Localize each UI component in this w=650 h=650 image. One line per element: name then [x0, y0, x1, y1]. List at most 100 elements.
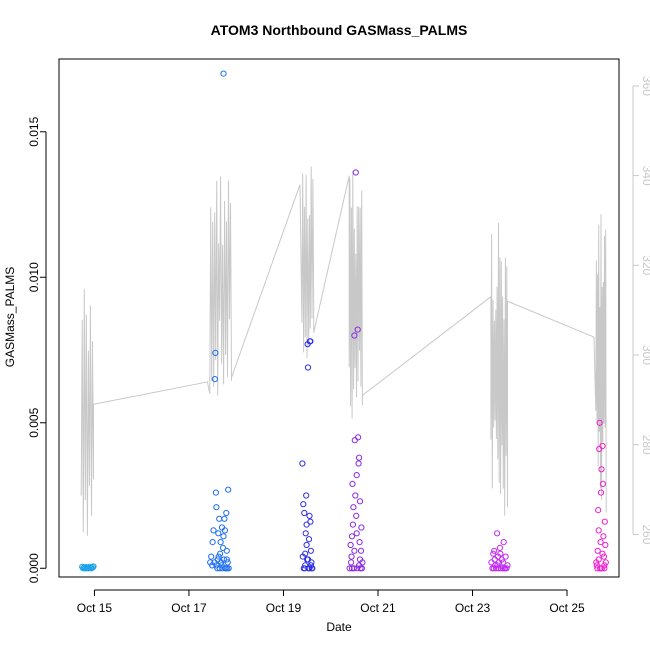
data-point: [215, 553, 222, 560]
data-point: [302, 530, 309, 537]
data-point: [300, 501, 307, 508]
data-point: [596, 419, 603, 426]
data-point: [354, 326, 361, 333]
data-point: [307, 562, 314, 569]
data-point: [351, 547, 358, 554]
series-flight-2: [207, 70, 232, 572]
data-point: [495, 565, 502, 572]
data-point: [215, 530, 222, 537]
data-point: [600, 553, 608, 560]
data-point: [209, 539, 216, 546]
data-point: [597, 539, 604, 546]
data-point: [211, 376, 218, 383]
y-tick-label: 0.005: [27, 407, 41, 437]
data-point: [351, 332, 358, 339]
y-tick-label: 0.015: [27, 116, 41, 146]
data-point: [358, 524, 365, 531]
data-point: [220, 70, 227, 77]
data-point: [217, 550, 224, 557]
x-axis-label: Date: [326, 620, 352, 634]
data-point: [593, 562, 600, 569]
data-point: [601, 562, 608, 569]
data-point: [348, 533, 356, 540]
data-point: [348, 553, 355, 560]
right-tick-label: 320: [640, 255, 650, 275]
data-point: [594, 547, 601, 554]
data-point: [299, 460, 306, 467]
data-point: [599, 480, 607, 487]
data-point: [307, 518, 314, 525]
data-point: [356, 562, 363, 569]
data-point: [220, 556, 227, 563]
background-series-line: [80, 166, 607, 536]
data-point: [356, 498, 364, 505]
data-point: [494, 562, 501, 569]
right-tick-label: 260: [640, 524, 650, 544]
data-point: [210, 527, 217, 534]
series-flight-3: [299, 338, 316, 572]
data-point: [595, 556, 602, 563]
data-point: [223, 556, 230, 563]
data-point: [594, 565, 601, 572]
data-point: [305, 536, 313, 543]
data-point: [212, 349, 219, 356]
data-point: [491, 556, 498, 563]
series-flight-6: [593, 419, 609, 572]
data-point: [306, 565, 313, 572]
data-point: [350, 565, 357, 572]
data-point: [347, 541, 354, 549]
x-tick-label: Oct 19: [266, 601, 302, 615]
right-tick-label: 360: [640, 76, 650, 96]
data-point: [218, 562, 225, 569]
data-point: [224, 559, 231, 566]
right-tick-label: 280: [640, 435, 650, 455]
data-point: [491, 547, 498, 554]
data-point: [600, 533, 607, 540]
data-point: [353, 512, 360, 520]
data-point: [598, 466, 605, 473]
data-point: [490, 550, 497, 557]
data-point: [601, 518, 608, 525]
data-point: [90, 563, 97, 570]
data-point: [356, 454, 363, 461]
data-point: [225, 486, 232, 493]
x-tick-label: Oct 23: [455, 601, 491, 615]
y-tick-label: 0.000: [27, 553, 41, 583]
data-point: [500, 539, 507, 546]
data-point: [223, 509, 230, 517]
data-point: [309, 565, 316, 572]
data-point: [301, 509, 308, 517]
data-point: [356, 539, 363, 546]
x-tick-label: Oct 25: [549, 601, 585, 615]
data-point: [304, 364, 312, 371]
data-point: [89, 564, 96, 571]
data-point: [303, 541, 310, 549]
axes-layer: Oct 15 Oct 17 Oct 19 Oct 21 Oct 23 Oct 25 0.00…: [27, 76, 650, 615]
points-layer: [79, 70, 609, 572]
data-point: [346, 565, 353, 572]
plot-border: [58, 58, 620, 578]
data-point: [597, 565, 604, 572]
data-point: [494, 530, 501, 537]
data-point: [303, 492, 310, 499]
data-point: [599, 442, 606, 450]
data-point: [352, 169, 359, 176]
data-point: [212, 489, 219, 496]
right-tick-label: 340: [640, 166, 650, 186]
data-point: [223, 547, 230, 554]
data-point: [299, 553, 306, 560]
series-flight-5: [488, 530, 511, 572]
data-point: [498, 556, 505, 563]
data-point: [352, 492, 359, 499]
data-point: [602, 541, 609, 549]
right-tick-label: 300: [640, 345, 650, 365]
data-point: [595, 507, 602, 514]
data-point: [349, 521, 356, 528]
data-point: [225, 565, 232, 572]
data-point: [221, 527, 228, 534]
data-point: [208, 553, 215, 560]
data-point: [349, 480, 356, 487]
data-point: [502, 565, 509, 572]
